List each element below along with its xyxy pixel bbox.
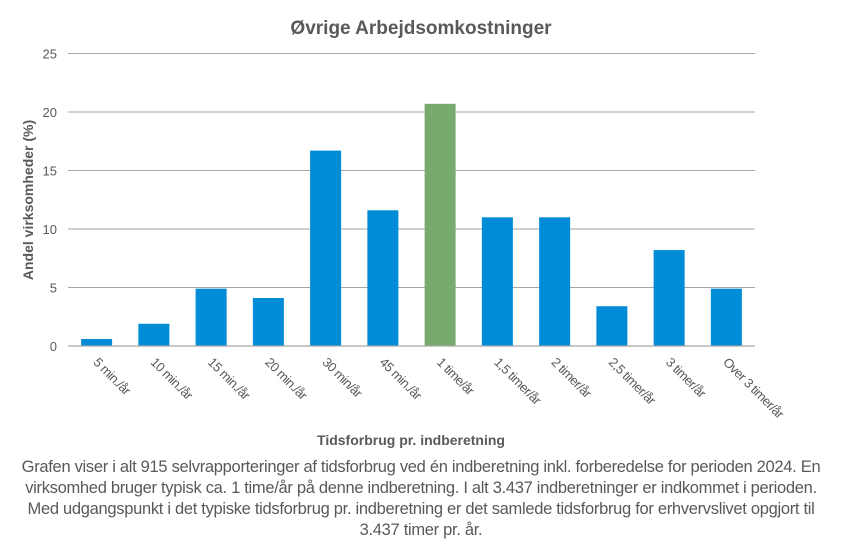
x-tick-label: 2 timer/år — [549, 355, 596, 402]
x-tick-label: Over 3 timer/år — [720, 355, 787, 422]
x-tick-label: 5 min./år — [91, 355, 135, 399]
y-tick-label: 25 — [43, 47, 57, 62]
x-tick-label: 2,5 timer/år — [606, 355, 660, 409]
bar — [81, 338, 113, 346]
x-tick-label: 3 timer/år — [663, 355, 710, 402]
x-tick-label: 1 time/år — [434, 355, 478, 399]
bar — [195, 288, 227, 346]
bar — [138, 323, 170, 346]
x-tick-label: 15 min./år — [205, 355, 254, 404]
x-tick-label: 20 min./år — [262, 355, 311, 404]
bar — [596, 306, 628, 346]
bar — [481, 217, 513, 346]
bar — [252, 298, 284, 346]
y-tick-label: 15 — [43, 164, 57, 179]
x-axis-label: Tidsforbrug pr. indberetning — [317, 432, 505, 448]
x-tick-label: 45 min./år — [377, 355, 426, 404]
y-tick-label: 10 — [43, 222, 57, 237]
y-axis-label: Andel virksomheder (%) — [20, 120, 36, 280]
bar — [539, 217, 571, 346]
bar — [367, 210, 399, 346]
chart-caption: Grafen viser i alt 915 selvrapporteringe… — [21, 458, 821, 539]
x-tick-label: 10 min./år — [148, 355, 197, 404]
y-tick-label: 5 — [50, 281, 57, 296]
bar — [710, 288, 742, 346]
bar — [424, 103, 456, 346]
y-tick-label: 0 — [50, 339, 57, 354]
x-tick-label: 1,5 timer/år — [491, 355, 545, 409]
bar — [310, 150, 342, 346]
chart-title: Øvrige Arbejdsomkostninger — [290, 18, 552, 39]
bar — [653, 250, 685, 346]
bar-chart: Øvrige Arbejdsomkostninger 0 5 10 15 20 25 Ande… — [20, 18, 788, 448]
y-tick-label: 20 — [43, 105, 57, 120]
x-tick-label: 30 min/år — [320, 355, 367, 402]
